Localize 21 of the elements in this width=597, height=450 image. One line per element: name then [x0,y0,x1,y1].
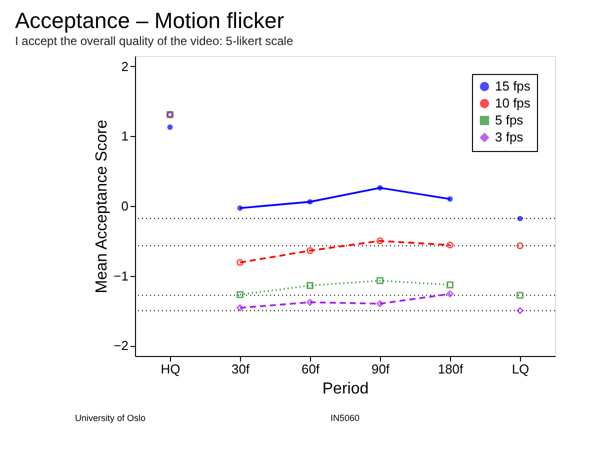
y-tick-label: −1 [114,268,128,284]
y-tick-label: 1 [121,128,128,144]
legend-label: 15 fps [495,78,531,94]
x-tick-label: HQ [160,362,180,376]
y-tick-label: 0 [121,198,128,214]
x-tick-label: 60f [301,362,320,376]
legend-label: 5 fps [495,112,524,128]
x-tick-label: 180f [438,362,464,376]
y-axis-title: Mean Acceptance Score [94,120,111,294]
x-axis-title: Period [322,380,369,398]
chart-title: Acceptance – Motion flicker [15,8,284,33]
text: University of Oslo [75,413,146,423]
legend-label: 10 fps [495,96,531,110]
x-tick-label: LQ [512,362,530,376]
chart-subtitle: I accept the overall quality of the video: 5-likert scale [15,34,294,48]
y-tick-label: −2 [114,338,128,354]
text: IN5060 [330,413,360,423]
y-tick-label: 2 [121,58,128,74]
x-tick-label: 30f [231,362,250,376]
legend-label: 3 fps [495,130,524,144]
x-tick-label: 90f [371,362,390,376]
